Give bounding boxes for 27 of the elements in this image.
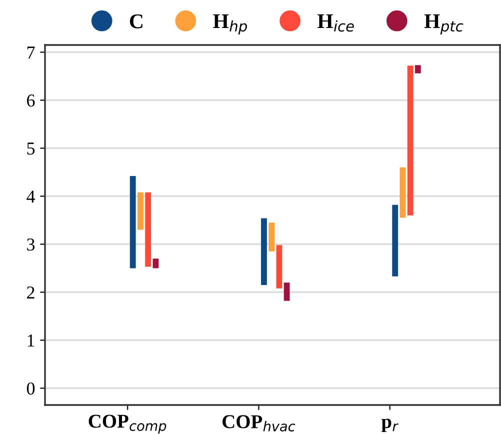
legend-label: H$_{hp}$: [213, 14, 247, 34]
x-tick-label: COP$_{hvac}$: [222, 415, 296, 432]
bar: [392, 204, 398, 276]
legend-label: C: [130, 14, 142, 28]
bar: [400, 167, 406, 218]
legend-label: H$_{ice}$: [317, 14, 354, 32]
x-tick-label: COP$_{comp}$: [88, 414, 166, 434]
legend-label: H$_{ptc}$: [424, 14, 464, 34]
bar: [414, 65, 421, 74]
bar: [130, 176, 136, 268]
bar: [138, 192, 144, 230]
bar: [284, 282, 290, 301]
bar: [261, 218, 267, 285]
y-tick-label: 7: [27, 46, 35, 58]
bar: [145, 192, 152, 267]
y-tick-label: 0: [26, 382, 35, 395]
x-tick-label: p$_{r}$: [381, 418, 399, 432]
y-tick-label: 1: [28, 334, 34, 346]
bar: [152, 258, 159, 268]
y-tick-label: 2: [27, 286, 34, 298]
bar: [407, 66, 414, 216]
bar: [276, 245, 282, 288]
y-tick-label: 6: [27, 94, 35, 107]
y-tick-label: 4: [26, 190, 35, 202]
y-tick-label: 5: [27, 142, 35, 155]
y-tick-label: 3: [27, 238, 35, 251]
bar: [268, 222, 275, 252]
